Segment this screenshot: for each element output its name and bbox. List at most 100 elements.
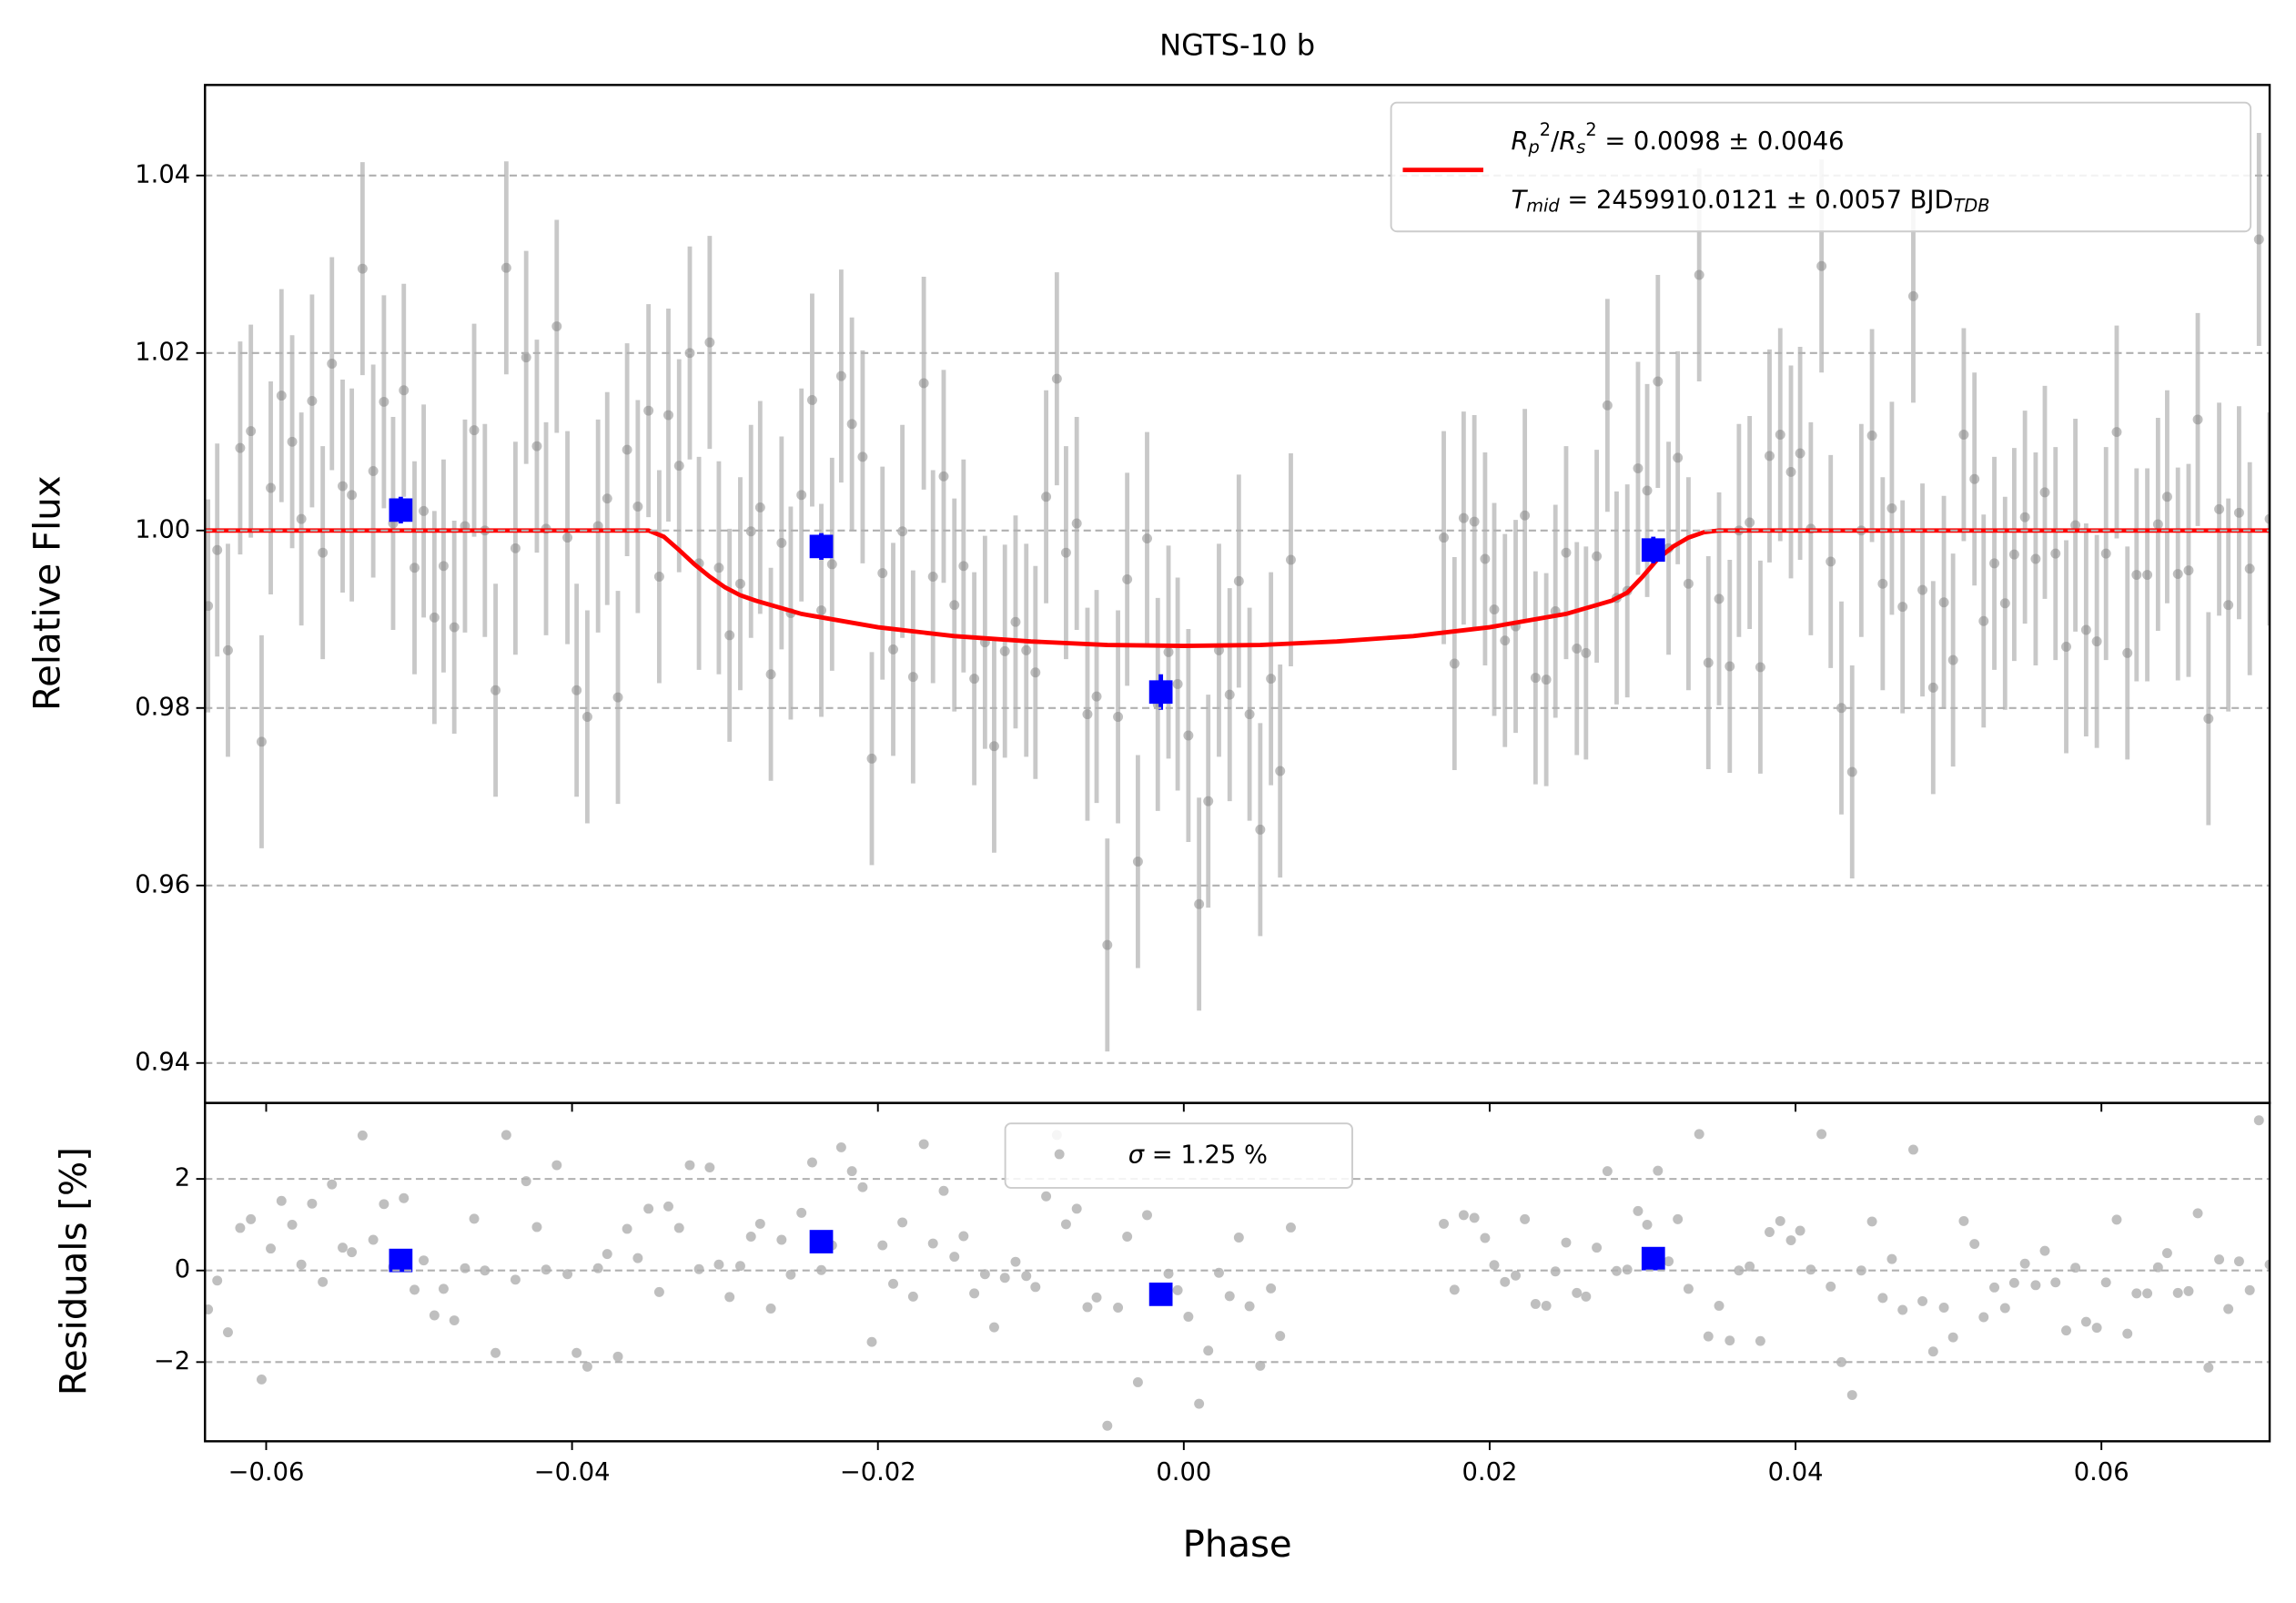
- data-point: [1010, 1256, 1021, 1267]
- legend-text-part: TDB: [1954, 195, 1990, 216]
- data-point: [2080, 624, 2091, 635]
- data-point: [969, 674, 980, 685]
- data-point: [1897, 1304, 1908, 1315]
- data-point: [571, 1347, 582, 1358]
- data-point: [958, 561, 969, 572]
- data-point: [1266, 674, 1277, 685]
- data-point: [704, 1162, 715, 1173]
- data-point: [1826, 1281, 1836, 1292]
- binned-point: [809, 1230, 834, 1253]
- data-point: [510, 1274, 521, 1285]
- data-point: [2264, 513, 2271, 524]
- data-point: [246, 426, 257, 437]
- data-point: [1214, 644, 1224, 655]
- data-point: [379, 1199, 389, 1210]
- data-point: [2223, 600, 2234, 611]
- data-point: [531, 1222, 542, 1233]
- data-point: [949, 600, 960, 611]
- data-point: [754, 502, 765, 512]
- data-point: [1051, 373, 1062, 384]
- data-point: [1989, 1282, 2000, 1293]
- data-point: [1541, 1300, 1552, 1311]
- data-point: [2111, 1214, 2122, 1225]
- data-point: [643, 405, 654, 416]
- data-point: [1886, 1253, 1897, 1264]
- data-point: [480, 1265, 491, 1276]
- data-point: [1102, 939, 1113, 950]
- data-point: [276, 1195, 287, 1206]
- data-point: [2161, 1248, 2172, 1259]
- axes-frame: [204, 1101, 2271, 1443]
- legend-text-part: 2: [1585, 119, 1596, 140]
- data-point: [2030, 553, 2041, 564]
- data-point: [663, 1201, 673, 1212]
- data-point: [1958, 1215, 1969, 1226]
- data-point: [1703, 657, 1714, 668]
- data-point: [1642, 485, 1653, 496]
- data-point: [1683, 1283, 1694, 1294]
- x-tick-label: 0.06: [2074, 1458, 2129, 1486]
- data-point: [866, 1336, 877, 1347]
- data-point: [256, 736, 267, 747]
- data-point: [1172, 678, 1183, 689]
- data-point: [713, 1259, 724, 1270]
- data-point: [1233, 1233, 1244, 1243]
- data-point: [1592, 551, 1603, 562]
- data-point: [1755, 1335, 1765, 1346]
- data-point: [1214, 1267, 1224, 1278]
- data-point: [2030, 1280, 2041, 1291]
- data-point: [2091, 1323, 2102, 1334]
- x-tick-label: 0.00: [1156, 1458, 1211, 1486]
- data-point: [1458, 1210, 1469, 1221]
- data-point: [2050, 1277, 2061, 1288]
- data-point: [745, 1232, 756, 1242]
- data-point: [2142, 570, 2153, 581]
- data-point: [857, 451, 868, 462]
- data-point: [1775, 1215, 1785, 1226]
- data-point: [2244, 1284, 2255, 1295]
- data-point: [2091, 636, 2102, 647]
- binned-point: [1148, 1283, 1173, 1306]
- data-point: [1520, 510, 1531, 521]
- data-point: [2142, 1288, 2153, 1299]
- data-point: [582, 712, 592, 723]
- data-point: [2070, 520, 2081, 531]
- data-point: [521, 1176, 531, 1187]
- data-point: [1458, 512, 1469, 523]
- data-point: [754, 1218, 765, 1229]
- data-point: [1183, 1312, 1194, 1322]
- data-point: [776, 1234, 787, 1245]
- y-tick-label: 1.00: [135, 515, 190, 543]
- data-point: [1602, 400, 1613, 411]
- data-point: [582, 1361, 592, 1372]
- y-tick-label: 0: [175, 1255, 190, 1283]
- data-point: [2253, 1115, 2264, 1126]
- data-point: [368, 465, 379, 476]
- data-point: [212, 544, 223, 555]
- data-point: [2244, 563, 2255, 574]
- data-point: [1714, 594, 1725, 604]
- data-point: [2061, 1325, 2071, 1336]
- data-point: [816, 605, 827, 616]
- data-point: [999, 1273, 1010, 1283]
- binned-point: [389, 1248, 413, 1273]
- data-point: [693, 1263, 704, 1274]
- data-point: [235, 442, 246, 453]
- x-tick-label: −0.06: [228, 1458, 305, 1486]
- data-point: [2019, 512, 2030, 522]
- data-point: [1480, 1233, 1491, 1243]
- data-point: [877, 1240, 888, 1251]
- data-point: [1439, 533, 1450, 543]
- data-point: [999, 645, 1010, 656]
- data-point: [1775, 430, 1785, 440]
- data-point: [2111, 427, 2122, 438]
- data-point: [1683, 578, 1694, 589]
- data-point: [2131, 1288, 2142, 1299]
- data-point: [1947, 654, 1958, 665]
- data-point: [410, 1284, 420, 1295]
- data-point: [2223, 1304, 2234, 1314]
- data-point: [918, 378, 929, 389]
- data-point: [1927, 1346, 1938, 1357]
- data-point: [2183, 1285, 2194, 1296]
